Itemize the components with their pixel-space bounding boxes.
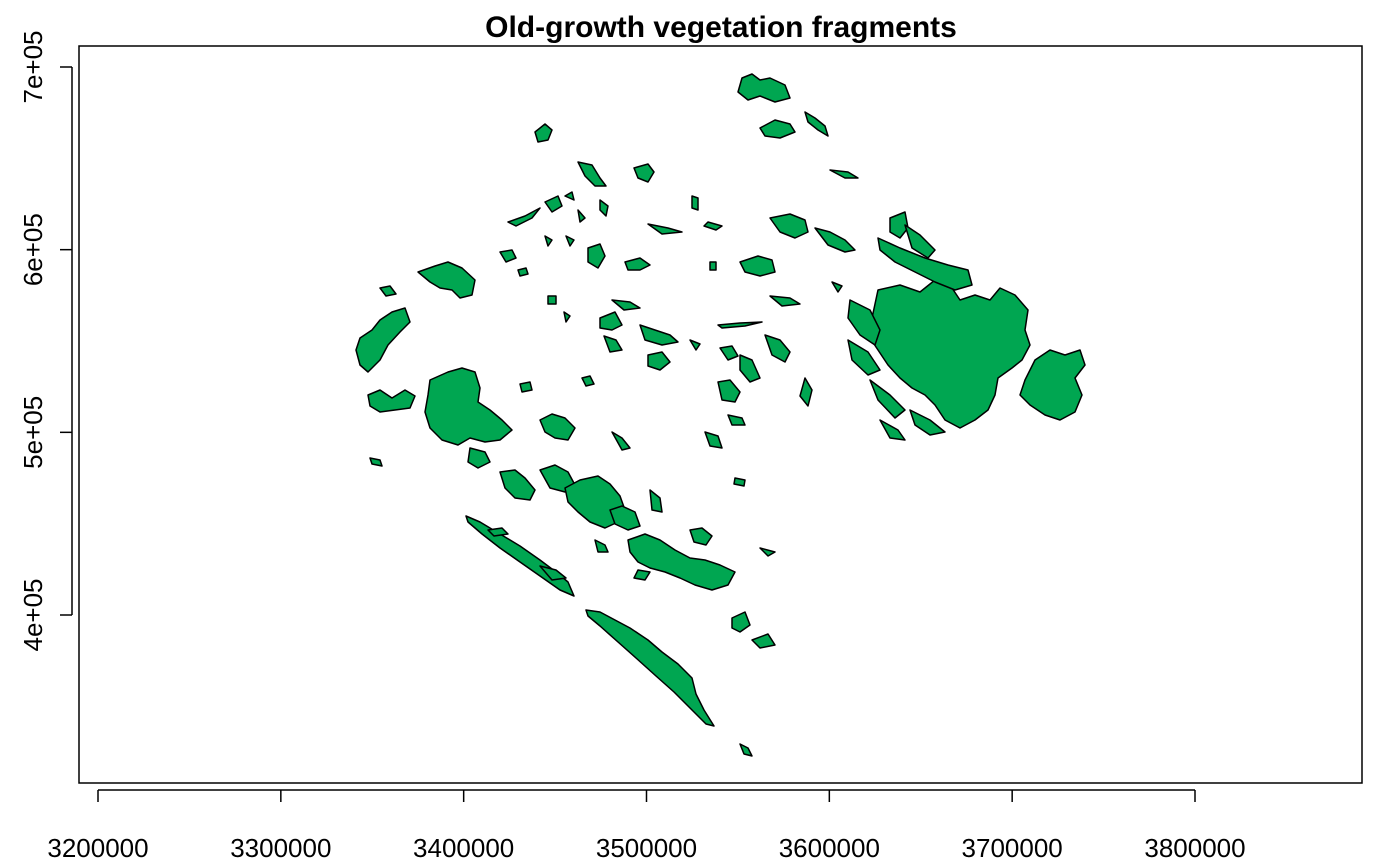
fragment-bit-7 bbox=[369, 457, 383, 467]
fragment-mid-14 bbox=[799, 377, 813, 407]
x-axis: 3200000 3300000 3400000 3500000 3600000 37000… bbox=[47, 789, 1246, 863]
y-tick-label: 6e+05 bbox=[18, 213, 48, 286]
fragment-bit-11 bbox=[759, 547, 776, 557]
fragment-bit-23 bbox=[563, 311, 571, 323]
fragment-west-6 bbox=[499, 469, 536, 501]
fragment-mid-11 bbox=[739, 354, 761, 383]
fragment-north-4 bbox=[534, 123, 553, 143]
fragment-coast-2 bbox=[585, 609, 715, 727]
fragment-east-s3 bbox=[879, 419, 906, 441]
fragment-bit-18 bbox=[544, 235, 553, 247]
x-tick-label: 3300000 bbox=[230, 833, 331, 863]
fragment-bit-15 bbox=[564, 191, 575, 201]
x-tick-label: 3700000 bbox=[962, 833, 1063, 863]
fragment-mid-13 bbox=[727, 414, 746, 426]
fragment-bit-22 bbox=[689, 339, 701, 351]
fragment-north-5 bbox=[829, 169, 859, 179]
fragment-north-6 bbox=[577, 161, 607, 187]
fragment-bit-12 bbox=[611, 431, 631, 451]
fragment-mid-8 bbox=[647, 351, 671, 371]
x-tick-label: 3500000 bbox=[596, 833, 697, 863]
fragment-east-sw bbox=[847, 299, 881, 346]
vegetation-fragments bbox=[355, 73, 1086, 757]
fragment-west-8 bbox=[379, 285, 397, 297]
fragment-east-right bbox=[1019, 349, 1086, 421]
fragment-south-7 bbox=[731, 611, 751, 633]
fragment-coast-3 bbox=[739, 743, 753, 757]
x-tick-label: 3400000 bbox=[413, 833, 514, 863]
y-tick-label: 7e+05 bbox=[18, 30, 48, 103]
fragment-bit-9 bbox=[703, 221, 723, 231]
fragment-bit-13 bbox=[704, 431, 723, 449]
fragment-east-top bbox=[889, 211, 909, 239]
fragment-south-8 bbox=[751, 633, 776, 649]
fragment-bit-5 bbox=[519, 381, 533, 393]
fragment-bit-8 bbox=[691, 195, 699, 211]
fragment-mid-17 bbox=[717, 321, 763, 329]
fragment-north-3 bbox=[804, 111, 829, 137]
fragment-south-4 bbox=[609, 505, 641, 531]
fragment-bit-4 bbox=[547, 295, 557, 305]
fragment-south-9 bbox=[733, 477, 746, 487]
fragment-bit-24 bbox=[611, 299, 641, 311]
fragment-north-7 bbox=[633, 163, 655, 183]
fragment-east-s2 bbox=[869, 379, 906, 419]
fragment-mid-7 bbox=[639, 324, 679, 346]
fragment-mid-4 bbox=[624, 257, 651, 271]
fragment-west-2 bbox=[355, 307, 411, 373]
fragment-coast-4 bbox=[539, 565, 567, 581]
fragment-bit-10 bbox=[647, 223, 683, 235]
y-axis: 4e+05 5e+05 6e+05 7e+05 bbox=[18, 30, 73, 652]
fragment-east-s1 bbox=[847, 339, 881, 376]
fragment-south-6 bbox=[594, 539, 609, 553]
fragment-mid-12 bbox=[717, 379, 741, 403]
fragment-mid-3 bbox=[814, 227, 856, 253]
fragment-bit-17 bbox=[565, 235, 575, 247]
fragment-bit-21 bbox=[709, 261, 717, 271]
fragment-bit-14 bbox=[507, 207, 541, 227]
fragment-west-1 bbox=[417, 261, 476, 299]
fragment-east-main bbox=[867, 279, 1031, 429]
fragment-coast-5 bbox=[487, 527, 509, 537]
fragment-mid-2 bbox=[739, 255, 776, 277]
fragment-north-2 bbox=[759, 119, 796, 139]
fragment-bit-16 bbox=[577, 209, 586, 223]
fragment-mid-9 bbox=[603, 335, 623, 353]
fragment-bit-3 bbox=[517, 267, 529, 277]
map-title: Old-growth vegetation fragments bbox=[485, 11, 957, 44]
fragment-east-s4 bbox=[909, 409, 946, 436]
y-tick-label: 5e+05 bbox=[18, 396, 48, 469]
fragment-mid-5 bbox=[587, 243, 606, 269]
x-tick-label: 3200000 bbox=[47, 833, 148, 863]
fragment-mid-15 bbox=[769, 295, 801, 307]
fragment-mid-16 bbox=[719, 345, 739, 361]
fragment-south-10 bbox=[633, 569, 651, 581]
fragment-bit-1 bbox=[499, 249, 517, 263]
fragment-east-north bbox=[904, 224, 936, 259]
fragment-mid-6 bbox=[599, 311, 623, 331]
fragment-north-1 bbox=[737, 73, 791, 103]
fragment-east-arm bbox=[877, 237, 973, 291]
fragment-south-3 bbox=[689, 527, 713, 546]
x-tick-label: 3600000 bbox=[779, 833, 880, 863]
fragment-south-2 bbox=[627, 533, 736, 591]
fragment-mid-10 bbox=[764, 334, 791, 363]
fragment-bit-2 bbox=[544, 195, 563, 213]
fragment-bit-19 bbox=[599, 199, 609, 217]
fragment-bit-6 bbox=[581, 375, 595, 387]
fragment-mid-1 bbox=[769, 213, 809, 239]
y-tick-label: 4e+05 bbox=[18, 578, 48, 651]
fragment-west-4 bbox=[367, 389, 416, 413]
fragment-west-7 bbox=[539, 413, 576, 441]
fragment-bit-20 bbox=[831, 281, 843, 293]
fragment-south-5 bbox=[649, 489, 663, 513]
fragment-coast-1 bbox=[465, 515, 575, 597]
x-tick-label: 3800000 bbox=[1144, 833, 1245, 863]
fragment-west-3 bbox=[424, 367, 513, 446]
plot-frame bbox=[78, 45, 1363, 784]
fragment-west-5 bbox=[467, 447, 491, 469]
